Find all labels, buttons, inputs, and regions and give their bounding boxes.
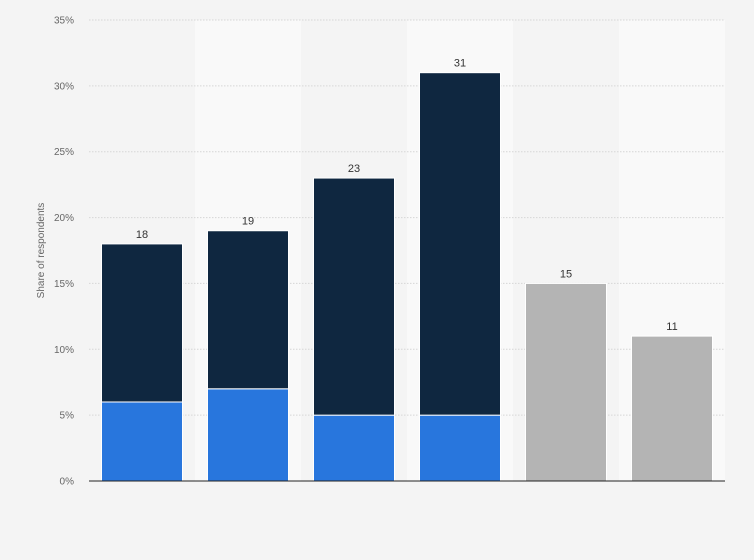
y-tick-label: 10% — [54, 345, 74, 356]
y-tick-label: 5% — [60, 411, 75, 422]
bar-segment[interactable] — [419, 414, 501, 482]
bar-segment[interactable] — [419, 72, 501, 416]
y-tick-label: 25% — [54, 147, 74, 158]
y-tick-label: 0% — [60, 477, 75, 488]
gridlines — [89, 19, 725, 416]
bar-segment[interactable] — [313, 414, 395, 482]
bar-segment[interactable] — [313, 177, 395, 416]
bar-total-label: 15 — [560, 268, 572, 280]
bar-total-label: 23 — [348, 163, 360, 175]
bars — [101, 72, 713, 482]
bar-segment[interactable] — [207, 230, 289, 390]
bar-total-label: 19 — [242, 216, 254, 228]
y-tick-label: 30% — [54, 81, 74, 92]
y-tick-label: 15% — [54, 279, 74, 290]
bar-segment[interactable] — [207, 388, 289, 482]
bar-segment[interactable] — [101, 401, 183, 482]
bar-total-label: 31 — [454, 58, 466, 70]
y-axis-ticks: 0% 5% 10% 15% 20% 25% 30% 35% — [54, 16, 74, 488]
bar-segment[interactable] — [101, 243, 183, 403]
y-tick-label: 35% — [54, 16, 74, 27]
bar-segment[interactable] — [631, 335, 713, 482]
bar-total-label: 18 — [136, 229, 148, 241]
data-labels: 18 19 23 31 15 11 — [136, 58, 678, 333]
y-axis-title: Share of respondents — [36, 203, 47, 299]
bar-total-label: 11 — [666, 321, 677, 333]
y-tick-label: 20% — [54, 213, 74, 224]
bar-segment[interactable] — [525, 282, 607, 482]
